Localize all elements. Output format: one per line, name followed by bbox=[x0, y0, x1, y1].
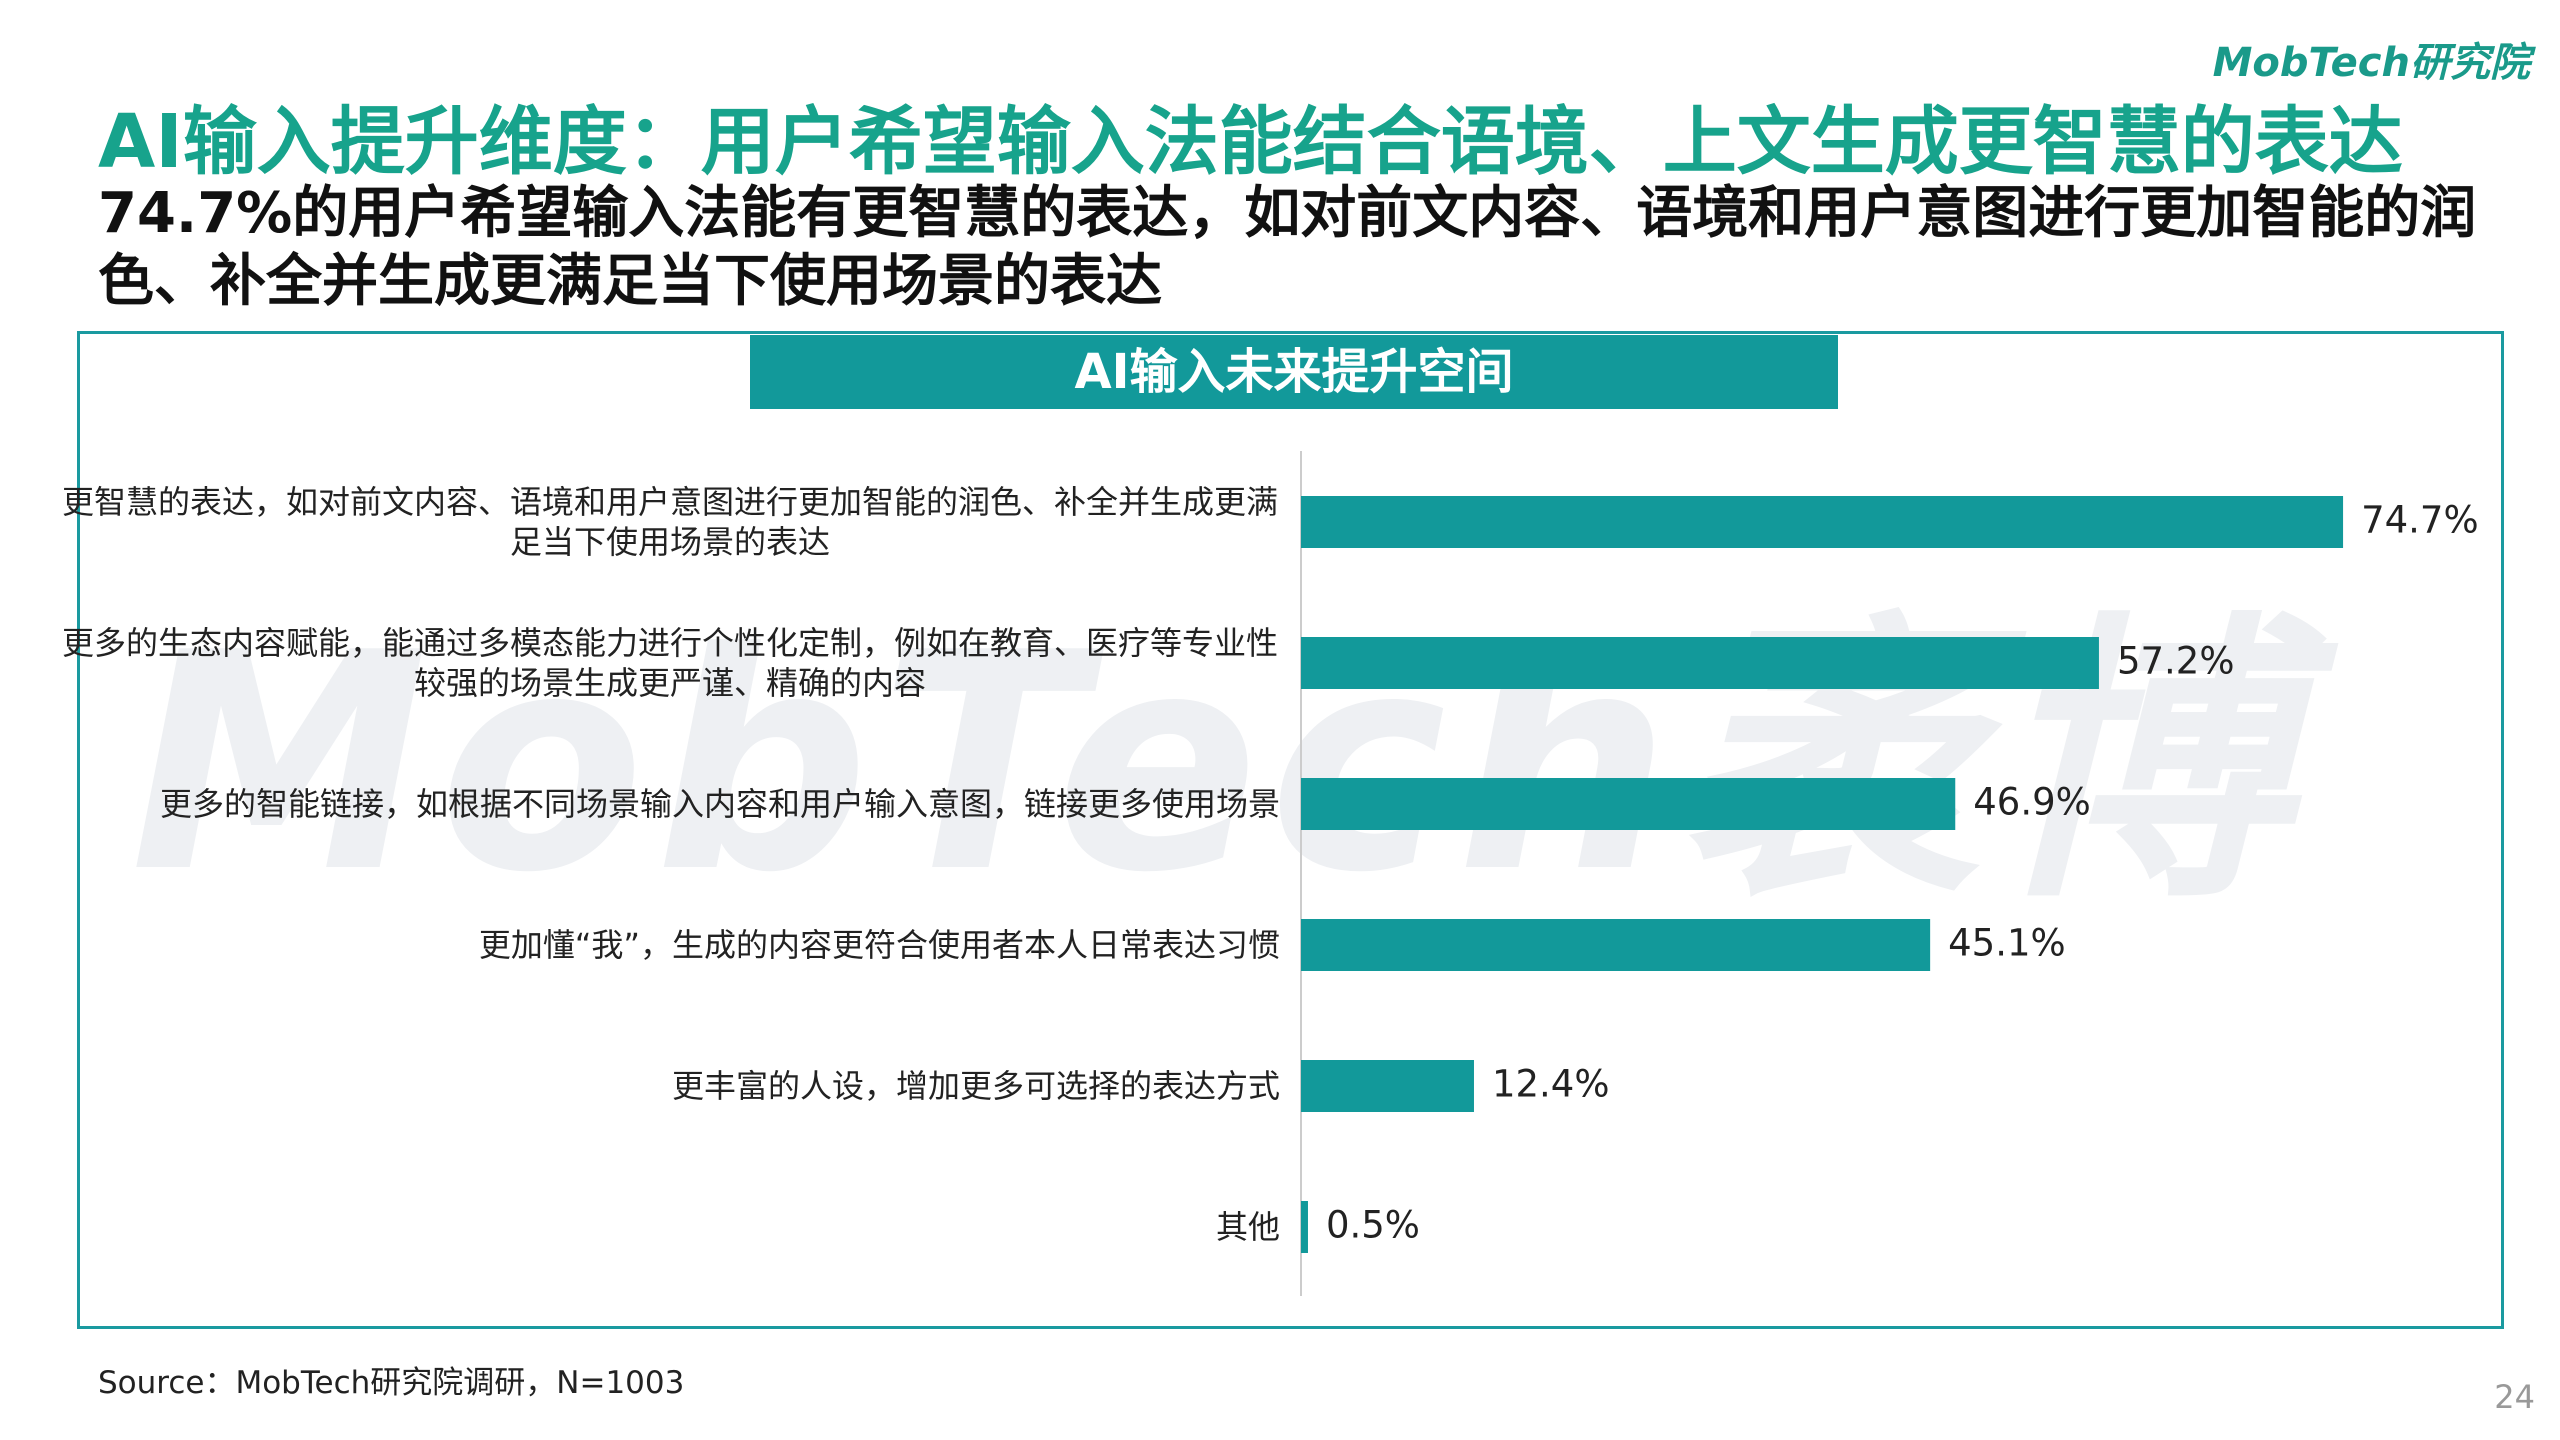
category-label-box: 更加懂“我”，生成的内容更符合使用者本人日常表达习惯 bbox=[60, 895, 1280, 995]
bar bbox=[1301, 778, 1956, 830]
category-label: 更加懂“我”，生成的内容更符合使用者本人日常表达习惯 bbox=[478, 926, 1280, 964]
logo: MobTech研究院 bbox=[2212, 40, 2530, 86]
bar bbox=[1301, 919, 1931, 971]
bar bbox=[1301, 1201, 1308, 1253]
bar bbox=[1301, 496, 2344, 548]
chart-title-bar bbox=[750, 335, 1838, 409]
category-label: 更多的智能链接，如根据不同场景输入内容和用户输入意图，链接更多使用场景 bbox=[159, 785, 1280, 823]
value-label: 45.1% bbox=[1948, 922, 2066, 965]
category-label: 更多的生态内容赋能，能通过多模态能力进行个性化定制，例如在教育、医疗等专业性较强… bbox=[61, 624, 1278, 702]
category-label: 其他 bbox=[1215, 1208, 1280, 1246]
chart-frame bbox=[77, 331, 2504, 1329]
category-label-box: 更多的生态内容赋能，能通过多模态能力进行个性化定制，例如在教育、医疗等专业性较强… bbox=[60, 613, 1280, 713]
category-label: 更丰富的人设，增加更多可选择的表达方式 bbox=[671, 1067, 1280, 1105]
title: AI输入提升维度：用户希望输入法能结合语境、上文生成更智慧的表达 bbox=[98, 99, 2403, 185]
source: Source：MobTech研究院调研，N=1003 bbox=[98, 1365, 685, 1401]
chart-title: AI输入未来提升空间 bbox=[1074, 344, 1514, 400]
value-label: 74.7% bbox=[2361, 499, 2479, 542]
value-label: 12.4% bbox=[1492, 1063, 1610, 1106]
page-number: 24 bbox=[2494, 1378, 2535, 1416]
value-label: 57.2% bbox=[2117, 640, 2235, 683]
category-label-box: 更智慧的表达，如对前文内容、语境和用户意图进行更加智能的润色、补全并生成更满足当… bbox=[60, 472, 1280, 572]
bar bbox=[1301, 1060, 1474, 1112]
bar bbox=[1301, 637, 2099, 689]
category-label-box: 其他 bbox=[60, 1177, 1280, 1277]
subtitle: 74.7%的用户希望输入法能有更智慧的表达，如对前文内容、语境和用户意图进行更加… bbox=[98, 181, 2477, 314]
category-label-box: 更多的智能链接，如根据不同场景输入内容和用户输入意图，链接更多使用场景 bbox=[60, 754, 1280, 854]
value-label: 46.9% bbox=[1973, 781, 2091, 824]
category-label: 更智慧的表达，如对前文内容、语境和用户意图进行更加智能的润色、补全并生成更满足当… bbox=[61, 483, 1278, 561]
category-label-box: 更丰富的人设，增加更多可选择的表达方式 bbox=[60, 1036, 1280, 1136]
value-label: 0.5% bbox=[1326, 1204, 1420, 1247]
